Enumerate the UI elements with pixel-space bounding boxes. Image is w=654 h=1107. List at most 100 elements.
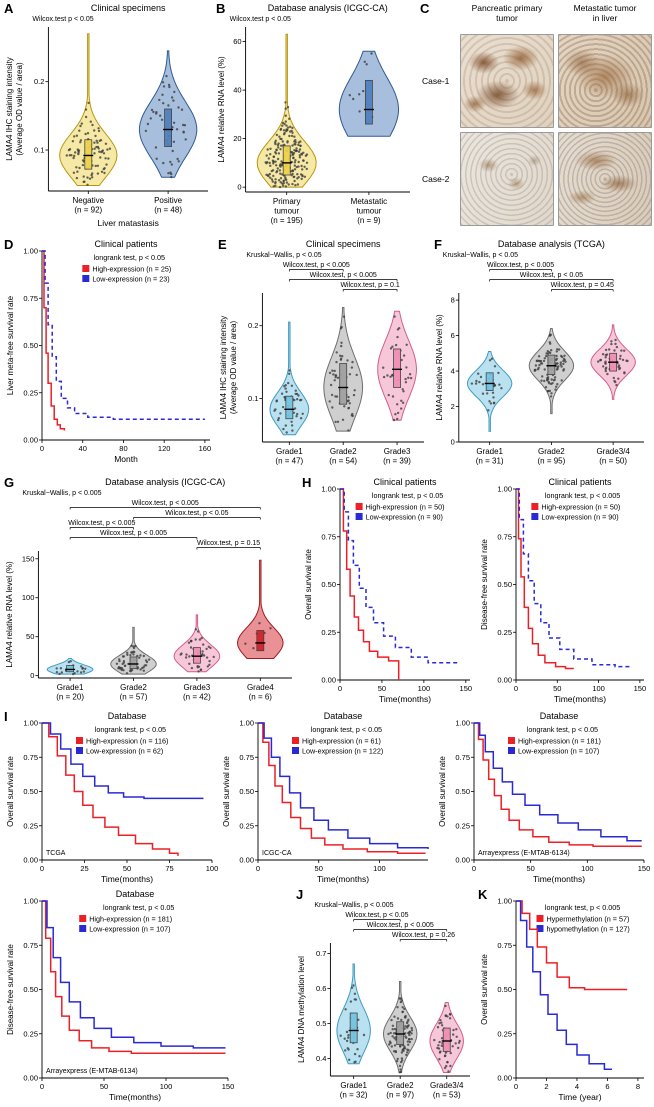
svg-text:1.00: 1.00 [497, 485, 512, 494]
svg-text:Grade3/4(n = 50): Grade3/4 (n = 50) [596, 447, 630, 466]
svg-text:0.75: 0.75 [321, 532, 336, 541]
panel-e-violin-grades-ihc: Clinical specimens Kruskal−Wallis, p < 0.… [218, 237, 432, 470]
svg-text:Grade4(n = 6): Grade4 (n = 6) [247, 683, 274, 702]
svg-text:Grade3(n = 39): Grade3 (n = 39) [383, 447, 411, 466]
svg-text:50: 50 [26, 632, 34, 641]
svg-text:Wilcox.test, p = 0.15: Wilcox.test, p = 0.15 [197, 540, 260, 547]
svg-text:2: 2 [451, 402, 455, 411]
svg-text:Wilcox.test, p = 0.26: Wilcox.test, p = 0.26 [392, 932, 455, 939]
svg-text:1.00: 1.00 [23, 897, 38, 906]
svg-text:150: 150 [638, 864, 651, 873]
svg-text:Grade1(n = 31): Grade1 (n = 31) [476, 447, 504, 466]
panel-letter-f: F [434, 237, 442, 252]
svg-text:hypomethylation (n = 127): hypomethylation (n = 127) [546, 925, 629, 934]
svg-text:0.25: 0.25 [321, 628, 336, 637]
svg-text:0: 0 [514, 684, 518, 693]
svg-text:Kruskal−Wallis, p < 0.05: Kruskal−Wallis, p < 0.05 [443, 252, 518, 259]
svg-text:0.00: 0.00 [23, 856, 38, 865]
svg-text:0.75: 0.75 [455, 753, 470, 762]
svg-text:Clinical patients: Clinical patients [94, 239, 158, 249]
svg-text:Clinical patients: Clinical patients [373, 477, 437, 487]
svg-text:Database: Database [324, 711, 363, 721]
svg-text:Wilcox.test, p = 0.45: Wilcox.test, p = 0.45 [551, 282, 614, 289]
svg-text:0.50: 0.50 [321, 580, 336, 589]
svg-text:100: 100 [160, 1082, 173, 1091]
svg-text:Time(months): Time(months) [554, 694, 606, 704]
svg-text:Time(months): Time(months) [101, 874, 153, 884]
svg-text:Time(months): Time(months) [109, 1092, 161, 1102]
panel-letter-h: H [302, 475, 312, 490]
panel-letter-b: B [216, 1, 226, 16]
svg-text:High-expression (n = 181): High-expression (n = 181) [518, 737, 601, 746]
svg-text:0.75: 0.75 [23, 941, 38, 950]
svg-text:0: 0 [514, 1082, 518, 1091]
svg-text:40: 40 [79, 444, 87, 453]
panel-g-violin-icgc-grades: Database analysis (ICGC-CA) Kruskal−Walli… [4, 475, 300, 706]
svg-text:0.25: 0.25 [23, 388, 38, 397]
svg-text:Wilcox.test, p < 0.005: Wilcox.test, p < 0.005 [68, 520, 135, 527]
svg-text:2: 2 [544, 1082, 548, 1091]
svg-text:0.00: 0.00 [23, 436, 38, 445]
svg-text:longrank test, p < 0.05: longrank test, p < 0.05 [103, 903, 174, 912]
panel-h-km-disease-free-clinical: Clinical patients longrank test, p < 0.00… [478, 476, 652, 706]
km-chart-disease-free-survival-clinical: Clinical patients longrank test, p < 0.00… [480, 477, 647, 704]
svg-text:Grade1(n = 20): Grade1 (n = 20) [56, 683, 84, 702]
panel-letter-j: J [296, 887, 304, 902]
svg-text:High-expression (n = 61): High-expression (n = 61) [302, 737, 381, 746]
km-chart-liver-meta-free-survival: Clinical patients longrank test, p < 0.05… [6, 239, 211, 464]
svg-text:50: 50 [123, 864, 131, 873]
panel-letter-k: K [478, 887, 488, 902]
svg-text:longrank test, p < 0.005: longrank test, p < 0.005 [545, 903, 620, 912]
svg-text:Overall survival rate: Overall survival rate [480, 954, 489, 1025]
svg-text:1.00: 1.00 [239, 719, 254, 728]
svg-text:120: 120 [158, 444, 171, 453]
panel-letter-a: A [4, 1, 14, 16]
svg-text:Database: Database [108, 711, 147, 721]
svg-text:Overall survival rate: Overall survival rate [6, 756, 15, 827]
svg-text:Database: Database [116, 889, 155, 899]
ihc-image-case1-liver [558, 34, 652, 128]
svg-text:0.00: 0.00 [23, 1074, 38, 1083]
svg-text:Grade2(n = 54): Grade2 (n = 54) [329, 447, 357, 466]
svg-text:Grade1(n = 47): Grade1 (n = 47) [275, 447, 303, 466]
svg-text:0.25: 0.25 [497, 1029, 512, 1038]
svg-text:High-expression (n = 181): High-expression (n = 181) [89, 915, 172, 924]
svg-text:0.1: 0.1 [34, 146, 44, 155]
svg-text:0.50: 0.50 [455, 787, 470, 796]
km-chart-disease-free-survival-arrayexpress: Database longrank test, p < 0.05 High-expr… [6, 889, 234, 1102]
svg-text:Low-expression (n = 107): Low-expression (n = 107) [89, 925, 170, 934]
svg-text:100: 100 [581, 864, 594, 873]
svg-text:150: 150 [634, 684, 647, 693]
svg-text:50: 50 [553, 684, 561, 693]
svg-text:0.00: 0.00 [455, 856, 470, 865]
svg-text:50: 50 [315, 864, 323, 873]
svg-text:Wilcox.test, p < 0.05: Wilcox.test, p < 0.05 [520, 272, 583, 279]
ihc-grid: Pancreatic primary tumor Metastatic tumo… [420, 3, 652, 226]
svg-text:Wilcox.test p < 0.05: Wilcox.test p < 0.05 [230, 16, 291, 23]
svg-text:Wilcox.test p < 0.05: Wilcox.test p < 0.05 [32, 16, 93, 23]
svg-text:longrank test, p < 0.05: longrank test, p < 0.05 [372, 491, 443, 500]
panel-h-km-overall-clinical: Clinical patients longrank test, p < 0.05… [302, 475, 478, 706]
svg-text:Clinical patients: Clinical patients [548, 477, 612, 487]
svg-text:Database: Database [540, 711, 579, 721]
panel-letter-i: I [4, 709, 8, 724]
svg-text:0.1: 0.1 [248, 394, 258, 403]
svg-text:100: 100 [373, 864, 386, 873]
svg-text:0.25: 0.25 [239, 821, 254, 830]
svg-text:0.75: 0.75 [497, 941, 512, 950]
svg-text:60: 60 [233, 37, 241, 46]
svg-text:4: 4 [575, 1082, 579, 1091]
svg-text:0.25: 0.25 [23, 821, 38, 830]
svg-text:1.00: 1.00 [321, 485, 336, 494]
svg-text:Time(months): Time(months) [533, 874, 585, 884]
svg-text:Grade2(n = 57): Grade2 (n = 57) [120, 683, 148, 702]
svg-text:Arrayexpress (E-MTAB-6134): Arrayexpress (E-MTAB-6134) [46, 1068, 138, 1075]
svg-text:0.4: 0.4 [316, 1054, 326, 1063]
svg-text:0: 0 [338, 684, 342, 693]
svg-text:0.50: 0.50 [239, 787, 254, 796]
svg-text:0.00: 0.00 [321, 676, 336, 685]
svg-text:0.50: 0.50 [23, 341, 38, 350]
svg-text:Wilcox.test, p < 0.005: Wilcox.test, p < 0.005 [310, 272, 377, 279]
